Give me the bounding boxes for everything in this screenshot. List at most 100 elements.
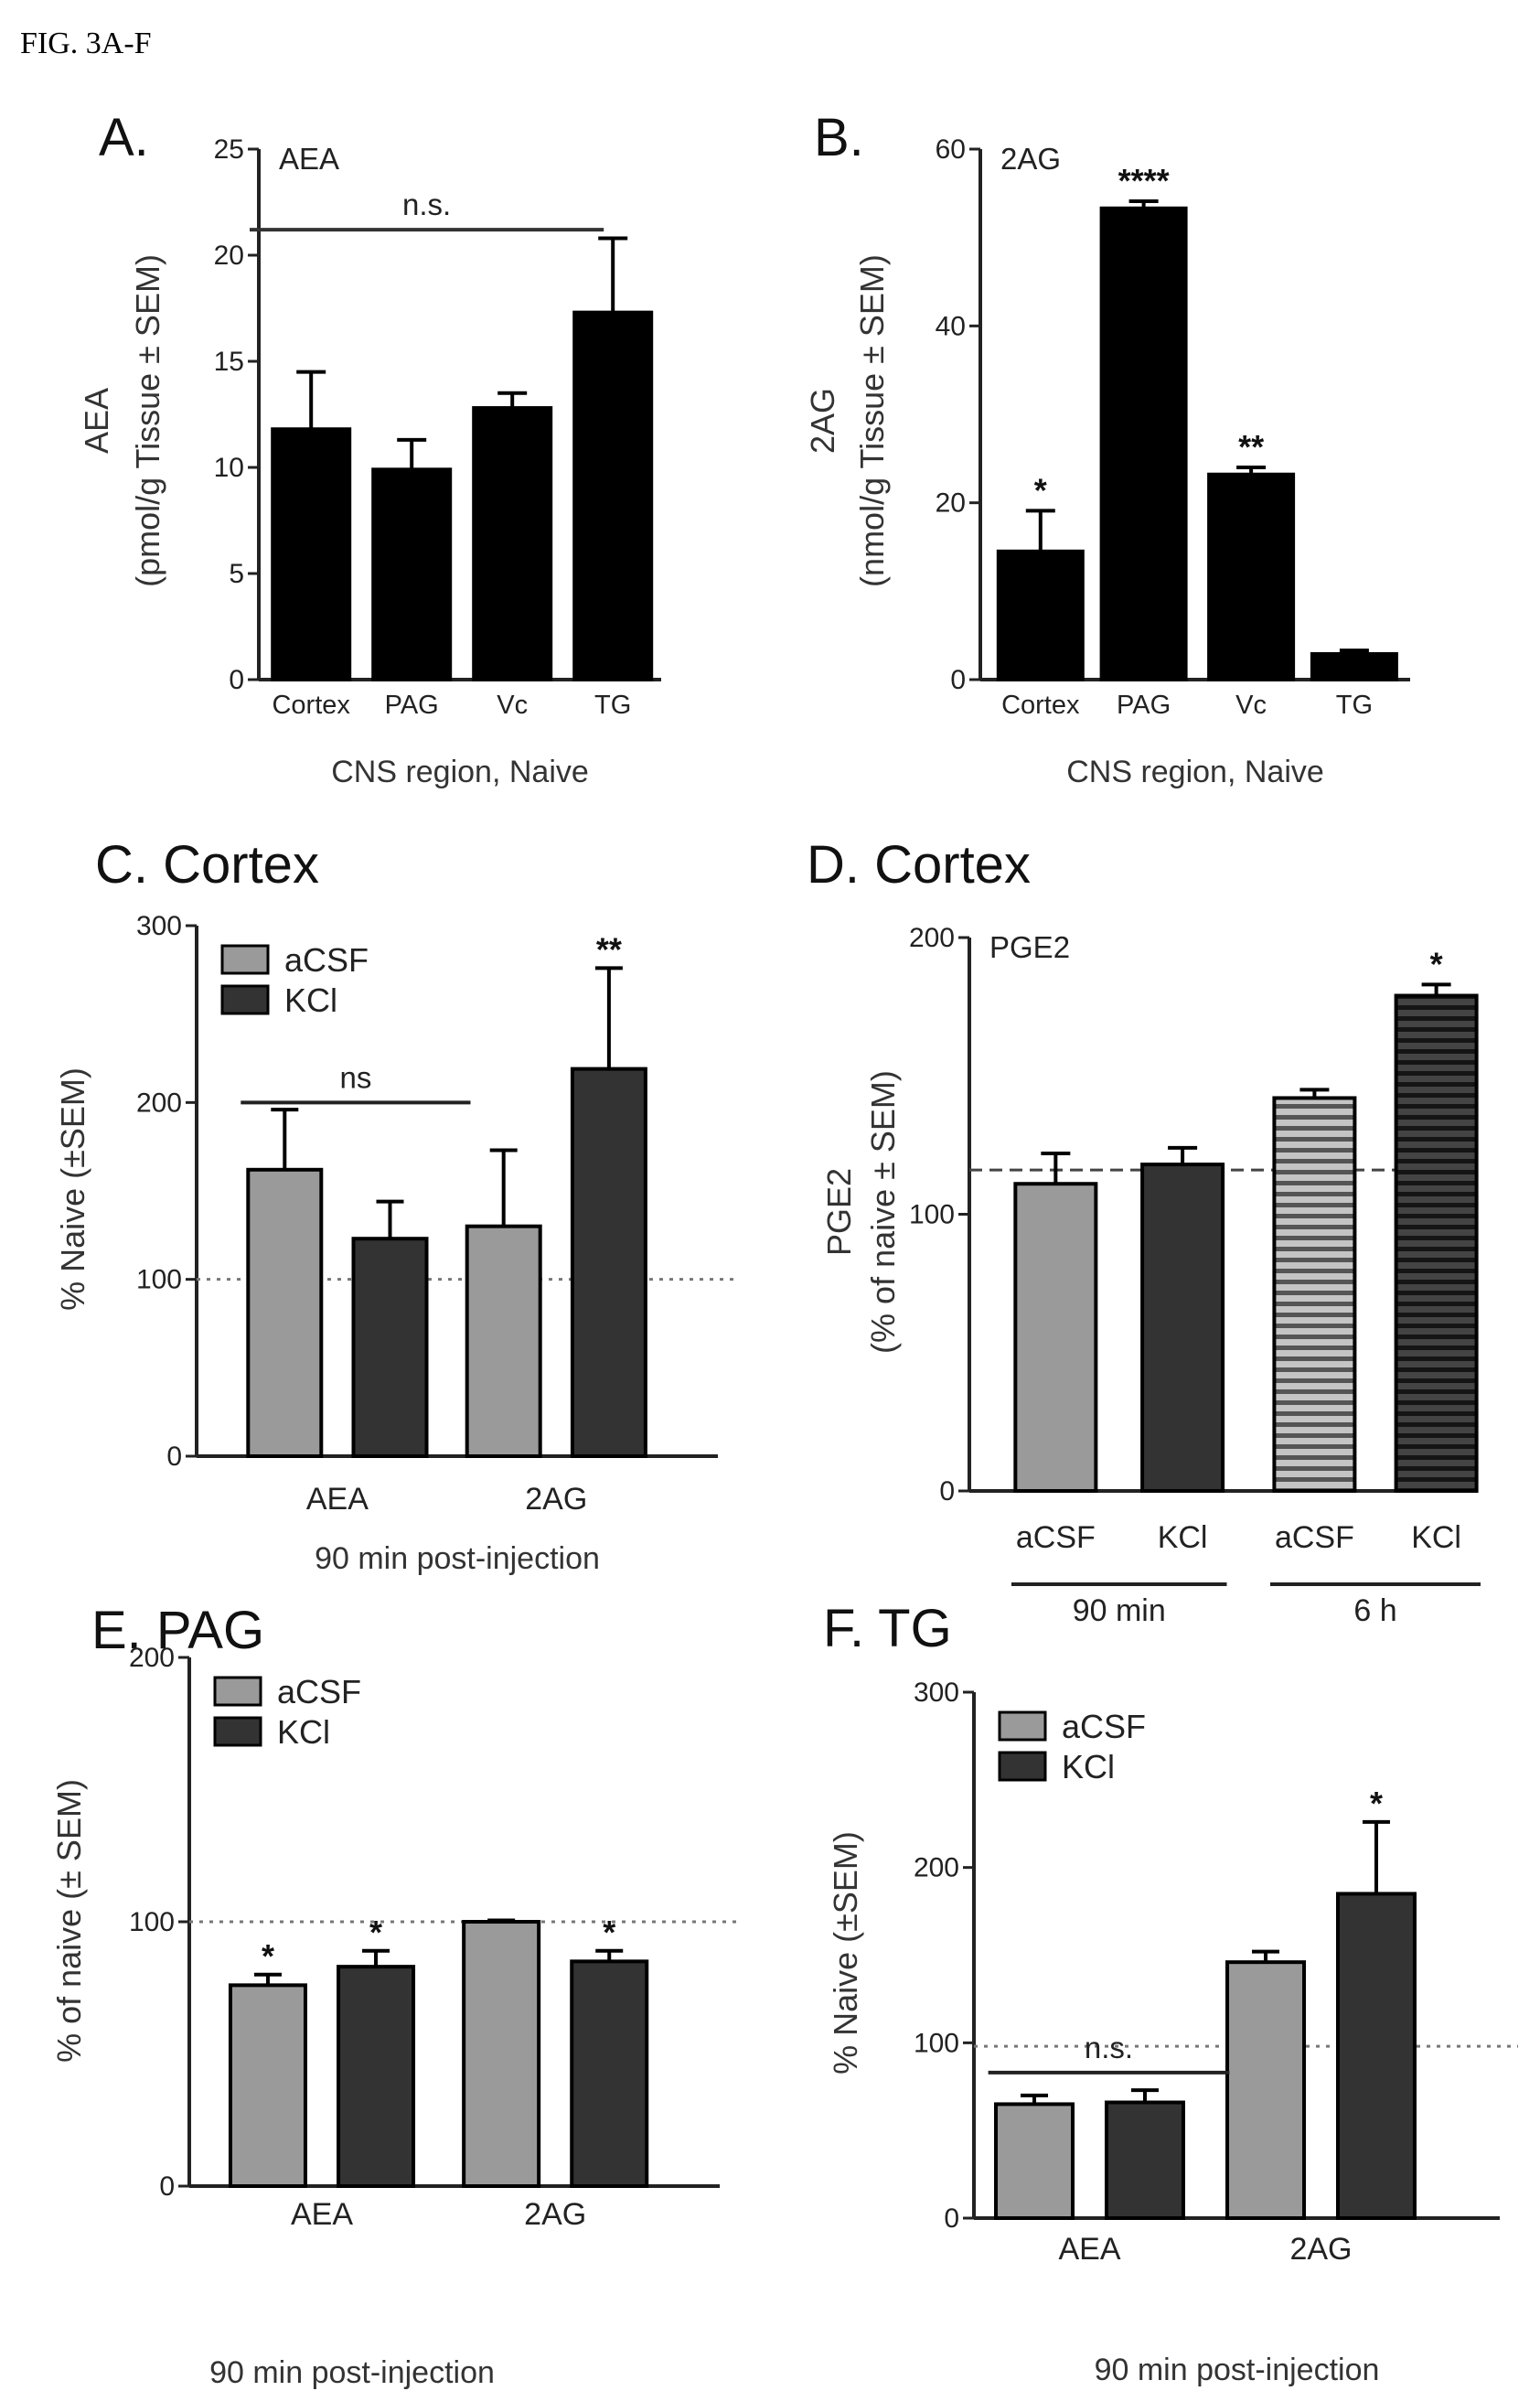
y-tick-label: 200: [136, 1088, 182, 1118]
y-axis-label: PGE2: [820, 1168, 858, 1256]
bar: [1394, 993, 1479, 1493]
x-axis-label: 90 min post-injection: [209, 2355, 495, 2390]
bar: [1099, 206, 1188, 681]
x-axis-label: 90 min post-injection: [1095, 2353, 1380, 2387]
y-tick-label: 100: [129, 1907, 175, 1937]
x-tick-label: PAG: [385, 691, 439, 720]
y-tick-label: 100: [136, 1265, 182, 1295]
y-tick-label: 200: [909, 923, 955, 953]
legend-label: KCl: [277, 1713, 330, 1751]
y-tick-label: 20: [214, 241, 244, 271]
legend-label: aCSF: [277, 1673, 361, 1710]
bar: [994, 2102, 1075, 2221]
x-tick-label: aCSF: [1275, 1520, 1354, 1555]
y-tick-label: 40: [936, 311, 966, 341]
bar: [1272, 1096, 1357, 1493]
y-tick-label: 100: [914, 2028, 959, 2058]
y-tick-label: 15: [214, 347, 244, 377]
x-tick-label: 2AG: [525, 1482, 587, 1517]
panel-b-chart: B. 0 20 40 60 2AG (nmol/g Tissue ± SEM) 2AG * Cor…: [804, 108, 1410, 789]
y-tick-label: 300: [914, 1678, 959, 1708]
panel-label: C. Cortex: [95, 835, 319, 895]
x-tick-label: Vc: [497, 691, 528, 720]
bar: [1225, 1960, 1307, 2221]
bracket-label: n.s.: [402, 188, 451, 221]
x-tick-label: Vc: [1235, 691, 1267, 720]
panel-label: E. PAG: [91, 1601, 264, 1660]
bracket-label: ns: [339, 1060, 371, 1094]
x-tick-label: Cortex: [272, 691, 350, 720]
y-tick-label: 300: [136, 911, 182, 941]
y-axis-label: % Naive (±SEM): [54, 1067, 91, 1311]
bar: [228, 1983, 307, 2189]
bar: [246, 1167, 324, 1459]
panel-label: D. Cortex: [807, 835, 1031, 895]
significance-marker: ****: [1118, 162, 1170, 199]
panel-label: B.: [814, 108, 864, 167]
x-tick-label: TG: [1336, 691, 1373, 720]
bar: [1310, 651, 1398, 682]
legend-swatch: [998, 1710, 1047, 1742]
x-tick-label: 2AG: [1289, 2232, 1352, 2267]
bar: [337, 1965, 416, 2188]
significance-marker: *: [1430, 945, 1443, 982]
y-tick-label: 0: [944, 2203, 959, 2234]
significance-marker: **: [1238, 428, 1264, 466]
significance-marker: *: [262, 1937, 274, 1975]
legend-swatch: [213, 1716, 262, 1747]
significance-marker: *: [603, 1914, 615, 1951]
bar: [472, 406, 553, 681]
significance-marker: *: [1034, 471, 1047, 509]
x-tick-label: AEA: [306, 1482, 369, 1517]
y-tick-label: 0: [159, 2171, 175, 2202]
inset-label: PGE2: [989, 930, 1070, 964]
legend-label: aCSF: [284, 941, 369, 979]
legend-swatch: [998, 1751, 1047, 1782]
y-axis-label-units: (% of naive ± SEM): [864, 1070, 902, 1354]
bar: [271, 427, 352, 681]
x-axis-label: CNS region, Naive: [331, 755, 589, 789]
bar: [465, 1224, 542, 1458]
y-tick-label: 20: [936, 488, 966, 519]
legend-label: KCl: [284, 981, 337, 1019]
group-label: 90 min: [1073, 1593, 1166, 1628]
x-tick-label: AEA: [1058, 2232, 1120, 2267]
bar: [1140, 1163, 1225, 1494]
y-axis-label: 2AG: [804, 388, 841, 454]
y-axis-label: % Naive (±SEM): [827, 1831, 864, 2075]
x-axis-label: CNS region, Naive: [1066, 755, 1324, 789]
y-tick-label: 0: [166, 1442, 182, 1472]
bar: [1207, 472, 1296, 681]
y-axis-label-units: (nmol/g Tissue ± SEM): [853, 254, 891, 587]
bar: [1104, 2100, 1185, 2220]
inset-label: 2AG: [1000, 142, 1061, 176]
x-tick-label: Cortex: [1001, 691, 1080, 720]
bar: [1013, 1182, 1098, 1493]
x-tick-label: KCl: [1158, 1520, 1208, 1555]
x-tick-label: PAG: [1117, 691, 1171, 720]
panel-label: A.: [99, 108, 149, 167]
y-tick-label: 5: [229, 559, 244, 589]
bar: [351, 1237, 429, 1458]
bracket-label: n.s.: [1085, 2031, 1133, 2064]
significance-marker: *: [1370, 1785, 1383, 1822]
y-tick-label: 10: [214, 453, 244, 483]
legend-swatch: [220, 984, 270, 1015]
y-axis-label: AEA: [78, 388, 115, 454]
x-axis-label: 90 min post-injection: [315, 1541, 600, 1576]
panel-label: F. TG: [823, 1599, 952, 1658]
x-tick-label: KCl: [1411, 1520, 1461, 1555]
legend-swatch: [220, 944, 270, 975]
bar: [371, 467, 453, 681]
bar: [572, 310, 654, 681]
significance-marker: *: [369, 1914, 382, 1951]
x-tick-label: aCSF: [1016, 1520, 1096, 1555]
bar: [1335, 1892, 1417, 2221]
y-axis-label: % of naive (± SEM): [50, 1779, 88, 2063]
legend-label: KCl: [1062, 1748, 1115, 1785]
y-tick-label: 200: [129, 1643, 175, 1673]
